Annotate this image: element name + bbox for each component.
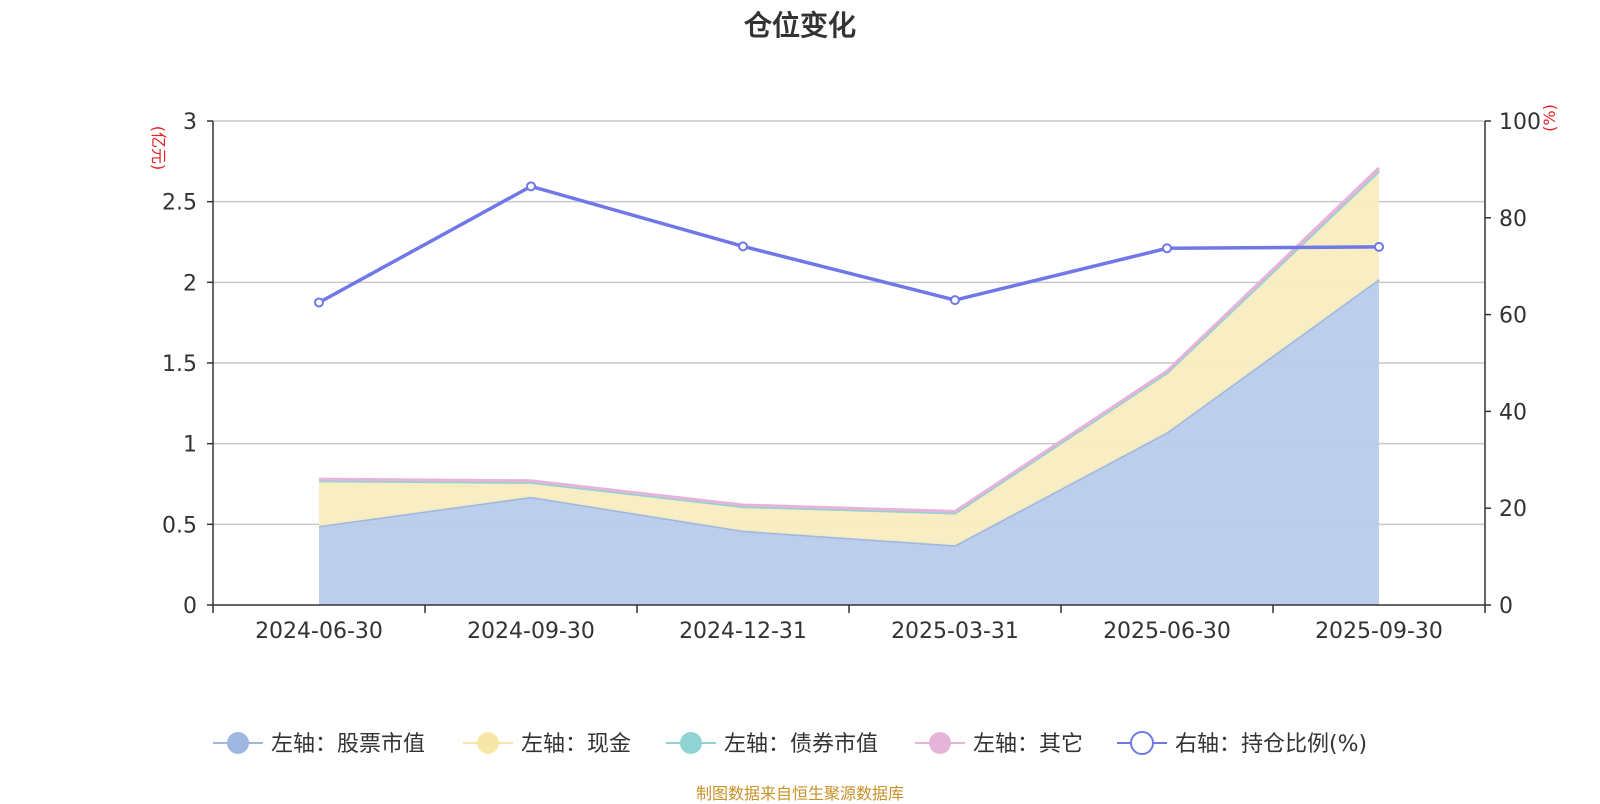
left-axis-tick-label: 1	[183, 433, 197, 458]
legend-marker	[227, 732, 249, 754]
right-axis-tick-label: 0	[1499, 594, 1513, 619]
legend: 左轴：股票市值 左轴：现金 左轴：债券市值 左轴：其它 右轴：持仓比例(%)	[213, 731, 1367, 757]
axes: 0 0.5 1 1.5 2 2.5 3 0 20 40 60 80 100 2024-06-30 2024-…	[162, 110, 1541, 644]
right-axis-unit: (%)	[1540, 104, 1559, 132]
right-axis-tick-label: 20	[1499, 497, 1527, 522]
ratio-line	[318, 184, 1380, 305]
left-axis-tick-label: 1.5	[162, 352, 197, 377]
x-axis-tick-label: 2024-06-30	[255, 619, 383, 644]
x-axis-tick-label: 2025-06-30	[1103, 619, 1231, 644]
legend-marker	[929, 732, 951, 754]
area-fill-1	[319, 171, 1379, 546]
legend-marker	[477, 732, 499, 754]
area-series	[318, 166, 1381, 605]
ratio-point	[950, 295, 960, 306]
chart-canvas: 0 0.5 1 1.5 2 2.5 3 0 20 40 60 80 100 2024-06-30 2024-…	[149, 104, 1559, 757]
legend-label: 左轴：现金	[521, 732, 631, 757]
x-axis-tick-label: 2024-12-31	[679, 619, 807, 644]
ratio-point	[1374, 241, 1384, 252]
legend-label: 左轴：债券市值	[724, 732, 878, 757]
left-axis-tick-label: 2.5	[162, 191, 197, 216]
right-axis-tick-label: 60	[1499, 304, 1527, 329]
right-axis-tick-label: 100	[1499, 110, 1541, 135]
legend-item: 左轴：股票市值	[213, 732, 425, 757]
x-axis-tick-label: 2025-03-31	[891, 619, 1019, 644]
ratio-point	[738, 241, 748, 252]
legend-item: 左轴：其它	[915, 732, 1083, 757]
ratio-point	[1162, 243, 1172, 254]
right-axis-tick-label: 80	[1499, 207, 1527, 232]
chart-title: 仓位变化	[743, 9, 856, 42]
left-axis-tick-label: 0.5	[162, 513, 197, 538]
left-axis-unit: (亿元)	[149, 126, 168, 171]
legend-marker	[1130, 731, 1154, 755]
x-axis-tick-label: 2025-09-30	[1315, 619, 1443, 644]
legend-item: 左轴：现金	[463, 732, 631, 757]
left-axis-tick-label: 0	[183, 594, 197, 619]
left-axis-tick-label: 3	[183, 110, 197, 135]
x-axis-tick-label: 2024-09-30	[467, 619, 595, 644]
legend-label: 右轴：持仓比例(%)	[1175, 732, 1367, 757]
right-axis-tick-label: 40	[1499, 400, 1527, 425]
data-source-note: 制图数据来自恒生聚源数据库	[695, 784, 904, 803]
legend-label: 左轴：股票市值	[271, 732, 425, 757]
ratio-point	[314, 297, 324, 308]
legend-item: 左轴：债券市值	[666, 732, 878, 757]
legend-marker	[680, 732, 702, 754]
legend-item: 右轴：持仓比例(%)	[1117, 731, 1367, 757]
area-fill-0	[319, 279, 1379, 605]
ratio-point	[526, 181, 536, 192]
legend-label: 左轴：其它	[973, 732, 1083, 757]
area-line-3	[318, 166, 1381, 513]
ratio-line-series	[314, 181, 1384, 308]
left-axis-tick-label: 2	[183, 271, 197, 296]
